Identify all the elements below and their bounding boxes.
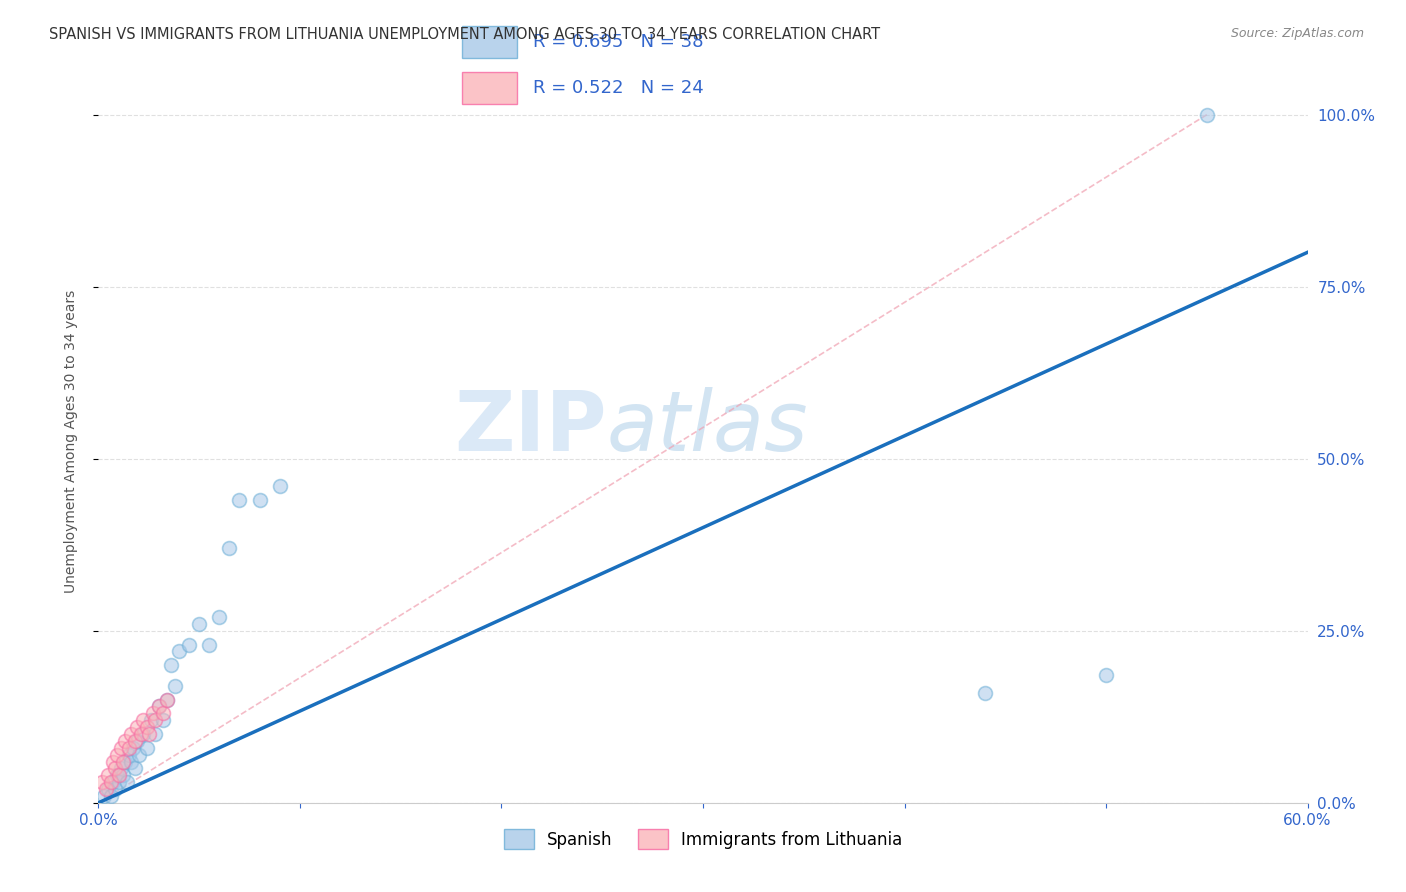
Text: ZIP: ZIP [454, 386, 606, 467]
Point [111, 755, 134, 769]
Point [103, 782, 125, 797]
Point [120, 755, 142, 769]
Point [100, 775, 122, 789]
Point [135, 740, 157, 755]
Point [118, 740, 141, 755]
Point [142, 706, 165, 721]
Text: R = 0.522   N = 24: R = 0.522 N = 24 [533, 79, 703, 97]
Text: R = 0.695   N = 38: R = 0.695 N = 38 [533, 33, 703, 51]
Point [97, 768, 120, 782]
Point [1095, 668, 1118, 682]
Point [160, 658, 183, 673]
Point [93, 789, 115, 803]
Point [143, 727, 166, 741]
Point [110, 761, 132, 775]
Point [114, 755, 136, 769]
Point [249, 493, 271, 508]
Point [125, 720, 148, 734]
Point [148, 699, 170, 714]
Point [121, 740, 143, 755]
Point [156, 692, 179, 706]
Point [128, 747, 150, 762]
Point [152, 713, 174, 727]
Point [218, 541, 240, 556]
FancyBboxPatch shape [461, 72, 517, 104]
Point [139, 713, 162, 727]
Point [103, 761, 125, 775]
FancyBboxPatch shape [461, 26, 517, 58]
Point [107, 775, 129, 789]
Point [124, 734, 146, 748]
Point [125, 734, 148, 748]
Point [167, 644, 190, 658]
Point [124, 761, 146, 775]
Point [107, 768, 129, 782]
Point [115, 775, 138, 789]
Point [129, 727, 152, 741]
Point [91, 775, 114, 789]
Point [96, 782, 118, 797]
Point [120, 727, 142, 741]
Point [138, 727, 160, 741]
Point [105, 747, 128, 762]
Point [163, 679, 186, 693]
Point [269, 479, 291, 493]
Text: SPANISH VS IMMIGRANTS FROM LITHUANIA UNEMPLOYMENT AMONG AGES 30 TO 34 YEARS CORR: SPANISH VS IMMIGRANTS FROM LITHUANIA UNE… [49, 27, 880, 42]
Point [152, 706, 174, 721]
Point [198, 638, 221, 652]
Y-axis label: Unemployment Among Ages 30 to 34 years: Unemployment Among Ages 30 to 34 years [63, 290, 77, 593]
Point [148, 699, 170, 714]
Point [118, 747, 141, 762]
Point [111, 768, 134, 782]
Point [105, 768, 128, 782]
Text: atlas: atlas [606, 386, 808, 467]
Point [228, 493, 250, 508]
Point [114, 734, 136, 748]
Point [208, 610, 231, 624]
Point [179, 638, 201, 652]
Text: Source: ZipAtlas.com: Source: ZipAtlas.com [1230, 27, 1364, 40]
Point [135, 720, 157, 734]
Point [100, 789, 122, 803]
Point [110, 740, 132, 755]
Legend: Spanish, Immigrants from Lithuania: Spanish, Immigrants from Lithuania [498, 822, 908, 856]
Point [143, 713, 166, 727]
Point [156, 692, 179, 706]
Point [974, 686, 997, 700]
Point [101, 755, 124, 769]
Point [97, 782, 120, 797]
Point [132, 727, 155, 741]
Point [132, 713, 155, 727]
Point [1195, 108, 1218, 122]
Point [188, 616, 211, 631]
Point [101, 775, 124, 789]
